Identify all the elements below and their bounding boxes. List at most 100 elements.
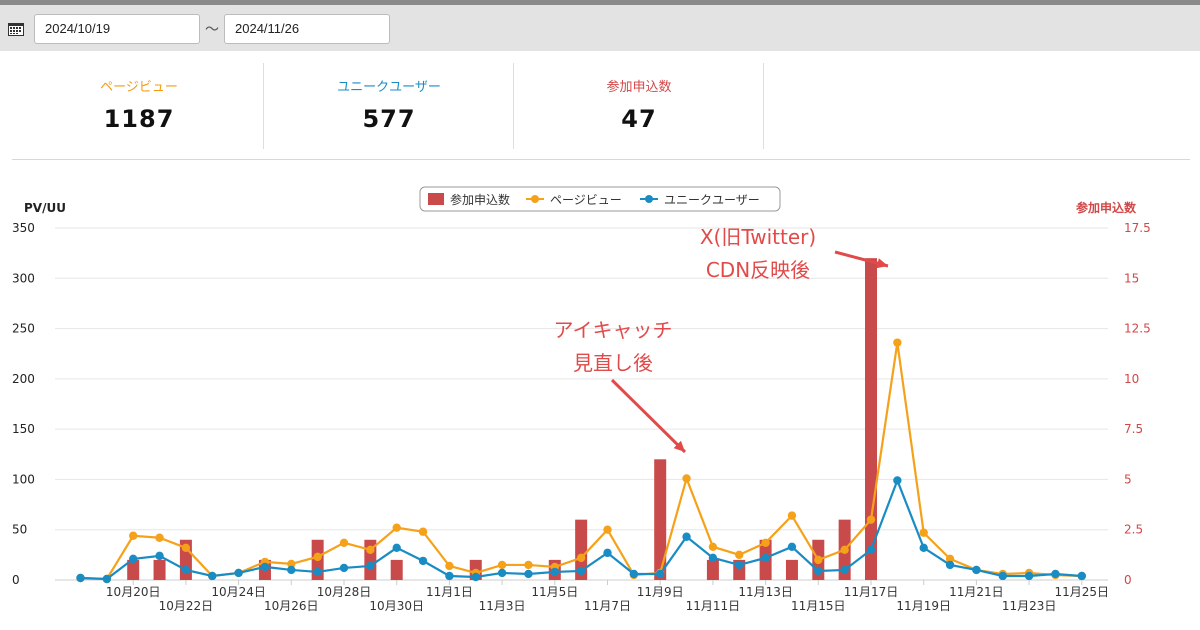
end-date-input[interactable]: 2024/11/26: [224, 14, 390, 44]
legend-label: 参加申込数: [450, 192, 510, 207]
x-tick-label: 10月30日: [369, 599, 424, 613]
x-tick-label: 11月3日: [479, 599, 526, 613]
y-left-tick-label: 350: [12, 221, 35, 235]
unique-user-point: [708, 553, 718, 563]
pageview-point: [840, 545, 849, 555]
y-left-tick-label: 100: [12, 472, 35, 486]
x-tick-label: 11月19日: [896, 599, 951, 613]
section-divider: [12, 159, 1190, 160]
unique-user-point: [919, 543, 928, 553]
unique-user-point: [102, 574, 112, 584]
unique-user-point: [339, 563, 349, 573]
y-left-axis-title: PV/UU: [24, 201, 66, 215]
unique-user-point: [313, 567, 322, 577]
unique-user-point: [76, 573, 85, 583]
unique-user-point: [260, 562, 270, 572]
x-tick-label: 10月24日: [211, 585, 266, 599]
window-top-border: [0, 0, 1200, 5]
y-left-tick-label: 250: [12, 322, 35, 336]
unique-user-point: [550, 567, 559, 577]
x-tick-label: 10月26日: [264, 599, 319, 613]
stat-pageviews: ページビュー 1187: [14, 60, 264, 148]
date-range-separator: 〜: [205, 22, 219, 38]
y-right-tick-label: 10: [1124, 372, 1139, 386]
y-left-tick-label: 200: [12, 372, 35, 386]
y-left-tick-label: 300: [12, 271, 35, 285]
unique-user-point: [840, 565, 849, 575]
y-left-tick-label: 150: [12, 422, 35, 436]
legend-bar-swatch: [428, 193, 444, 205]
y-right-tick-label: 12.5: [1124, 322, 1151, 336]
x-tick-label: 10月20日: [106, 585, 161, 599]
pageview-point: [682, 474, 691, 483]
pageview-point: [445, 561, 454, 571]
pageview-point: [945, 554, 955, 564]
unique-user-point: [524, 569, 533, 579]
pageview-point: [919, 528, 928, 537]
unique-user-point: [392, 543, 401, 553]
unique-user-point: [576, 566, 586, 576]
stat-registrations: 参加申込数 47: [514, 60, 764, 148]
start-date-input[interactable]: 2024/10/19: [34, 14, 200, 44]
bar: [390, 559, 403, 580]
unique-user-point: [497, 568, 507, 578]
y-right-tick-label: 15: [1124, 271, 1139, 285]
unique-user-point: [972, 565, 981, 575]
chart-grid: [55, 227, 1108, 581]
pageview-point: [497, 560, 507, 570]
calendar-icon[interactable]: [8, 22, 24, 36]
pageview-point: [814, 555, 823, 565]
unique-user-point: [682, 532, 691, 541]
unique-user-point: [366, 561, 375, 571]
pageview-point: [155, 533, 164, 542]
bar: [706, 559, 719, 580]
bar: [785, 559, 798, 580]
pageview-point: [129, 531, 138, 540]
unique-user-point: [998, 571, 1007, 581]
stat-unique-users-value: 577: [362, 105, 416, 133]
chart-axes: 0 0 50 2.5 100 5 150 7.5 200 10 250 12.5 300 15 350 17.…: [12, 200, 1151, 613]
annotation-text: アイキャッチ: [554, 318, 673, 342]
pageview-point: [761, 538, 770, 547]
bar-series: [127, 258, 877, 580]
x-tick-label: 11月21日: [949, 585, 1004, 599]
unique-user-point: [445, 571, 454, 581]
x-tick-label: 11月5日: [531, 585, 578, 599]
annotation-text: X(旧Twitter): [700, 225, 816, 249]
stat-unique-users-label: ユニークユーザー: [337, 80, 441, 95]
y-right-tick-label: 17.5: [1124, 221, 1151, 235]
unique-user-point: [787, 542, 797, 552]
annotation-arrowhead: [876, 258, 888, 269]
y-right-tick-label: 5: [1124, 472, 1132, 486]
y-left-tick-label: 50: [12, 523, 27, 537]
y-right-tick-label: 0: [1124, 573, 1132, 587]
date-toolbar: 2024/10/19 〜 2024/11/26: [0, 5, 1200, 51]
y-right-tick-label: 7.5: [1124, 422, 1143, 436]
pageview-point: [418, 527, 428, 536]
pageview-point: [708, 542, 718, 552]
legend-marker: [531, 195, 539, 203]
stat-pageviews-value: 1187: [103, 105, 175, 133]
unique-user-point: [893, 476, 902, 485]
pageview-point: [287, 559, 296, 569]
legend-box: [419, 186, 781, 212]
pageview-point: [181, 543, 191, 553]
unique-user-point: [1024, 571, 1034, 581]
unique-user-point: [814, 566, 823, 576]
pageview-point: [392, 523, 401, 532]
unique-user-point: [418, 556, 428, 566]
pageview-point: [524, 560, 533, 570]
stat-registrations-label: 参加申込数: [606, 80, 672, 95]
unique-user-point: [603, 548, 612, 558]
pageview-point: [603, 525, 612, 534]
pageview-point: [313, 552, 322, 562]
chart-legend[interactable]: 参加申込数 ページビュー ユニークユーザー: [419, 186, 781, 212]
x-tick-label: 11月25日: [1055, 585, 1110, 599]
unique-user-point: [234, 568, 243, 578]
annotation-arrow: [610, 378, 687, 454]
legend-label: ユニークユーザー: [664, 193, 760, 207]
pageview-point: [893, 338, 902, 347]
stat-unique-users: ユニークユーザー 577: [264, 60, 514, 148]
x-tick-label: 10月28日: [317, 585, 372, 599]
unique-user-point: [287, 565, 296, 575]
